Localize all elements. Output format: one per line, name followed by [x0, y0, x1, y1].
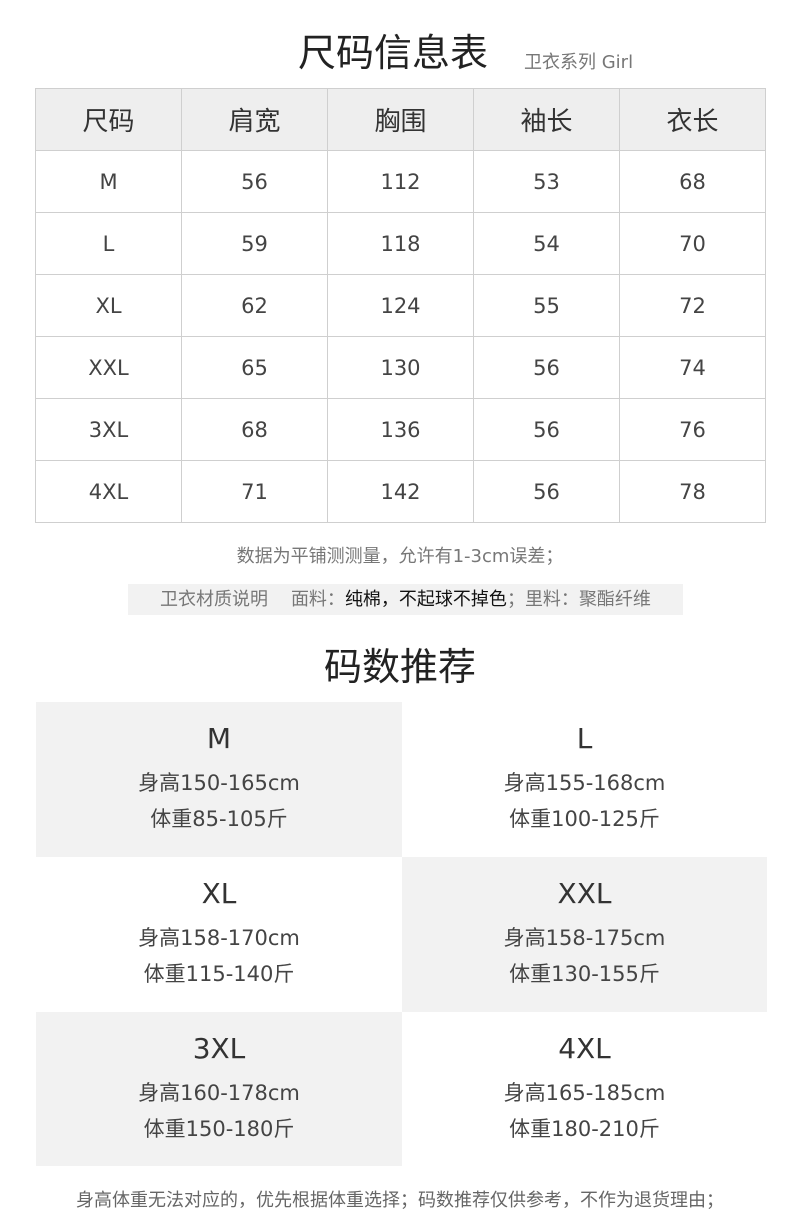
table-cell: 68: [619, 150, 766, 213]
recommend-size: XXL: [557, 877, 612, 910]
table-cell: 54: [473, 212, 620, 275]
recommend-weight: 体重85-105斤: [150, 807, 288, 831]
recommend-card: M 身高150-165cm 体重85-105斤: [36, 702, 402, 857]
table-cell: 3XL: [35, 398, 182, 461]
material-info: 卫衣材质说明 面料：纯棉，不起球不掉色；里料：聚酯纤维: [128, 584, 683, 615]
table-cell: 4XL: [35, 460, 182, 523]
table-cell: 124: [327, 274, 474, 337]
recommend-title: 码数推荐: [323, 645, 476, 689]
separator: ；: [506, 589, 525, 610]
recommend-card: XXL 身高158-175cm 体重130-155斤: [402, 857, 767, 1012]
table-row: L 59 118 54 70: [35, 212, 766, 275]
recommend-card: XL 身高158-170cm 体重115-140斤: [36, 857, 402, 1012]
size-table: 尺码 肩宽 胸围 袖长 衣长 M 56 112 53 68 L 59 118 54 70 XL 62 124 55…: [35, 88, 766, 523]
table-cell: 130: [327, 336, 474, 399]
fabric-value: 纯棉，不起球不掉色: [344, 589, 507, 610]
lining-value: 聚酯纤维: [578, 589, 651, 610]
recommend-weight: 体重180-210斤: [509, 1116, 660, 1141]
table-cell: 55: [473, 274, 620, 337]
material-label: 卫衣材质说明: [160, 589, 269, 610]
table-cell: 68: [181, 398, 328, 461]
column-header: 肩宽: [181, 88, 328, 151]
column-header: 袖长: [473, 88, 620, 151]
recommend-weight: 体重115-140斤: [143, 962, 295, 986]
table-cell: XXL: [35, 336, 182, 399]
column-header: 胸围: [327, 88, 474, 151]
table-cell: 76: [619, 398, 766, 461]
recommend-height: 身高160-178cm: [138, 1080, 300, 1105]
recommend-height: 身高158-170cm: [138, 926, 300, 950]
recommend-size: 3XL: [192, 1031, 246, 1065]
recommend-height: 身高165-185cm: [503, 1080, 666, 1105]
table-cell: 56: [473, 398, 620, 461]
table-cell: M: [35, 150, 182, 213]
recommend-card: 4XL 身高165-185cm 体重180-210斤: [402, 1012, 767, 1166]
fabric-label: 面料：: [290, 589, 345, 610]
table-cell: 53: [473, 150, 620, 213]
table-cell: L: [35, 212, 182, 275]
column-header: 衣长: [619, 88, 766, 151]
table-row: 3XL 68 136 56 76: [35, 398, 766, 461]
table-cell: 142: [327, 460, 474, 523]
title-main: 尺码信息表: [298, 31, 489, 75]
column-header: 尺码: [35, 88, 182, 151]
recommend-size: XL: [201, 877, 237, 910]
table-row: XXL 65 130 56 74: [35, 336, 766, 399]
footer-note: 身高体重无法对应的，优先根据体重选择；码数推荐仅供参考，不作为退货理由；: [76, 1190, 724, 1211]
table-header-row: 尺码 肩宽 胸围 袖长 衣长: [35, 88, 766, 151]
recommend-height: 身高155-168cm: [503, 771, 666, 795]
recommend-height: 身高150-165cm: [138, 771, 300, 795]
table-cell: XL: [35, 274, 182, 337]
table-cell: 62: [181, 274, 328, 337]
recommend-size: M: [206, 722, 232, 755]
table-cell: 71: [181, 460, 328, 523]
recommend-weight: 体重150-180斤: [143, 1116, 295, 1141]
lining-label: 里料：: [524, 589, 579, 610]
table-cell: 70: [619, 212, 766, 275]
page-title: 尺码信息表 卫衣系列 Girl: [0, 22, 800, 75]
table-cell: 56: [181, 150, 328, 213]
table-cell: 136: [327, 398, 474, 461]
recommend-height: 身高158-175cm: [503, 926, 666, 950]
recommend-card: L 身高155-168cm 体重100-125斤: [402, 702, 767, 857]
table-cell: 78: [619, 460, 766, 523]
table-cell: 56: [473, 460, 620, 523]
table-cell: 59: [181, 212, 328, 275]
title-sub: 卫衣系列 Girl: [524, 52, 634, 73]
recommend-weight: 体重130-155斤: [509, 962, 660, 986]
recommend-size: 4XL: [558, 1031, 611, 1065]
table-cell: 74: [619, 336, 766, 399]
measurement-note: 数据为平铺测测量，允许有1-3cm误差；: [236, 546, 564, 567]
table-cell: 65: [181, 336, 328, 399]
table-cell: 72: [619, 274, 766, 337]
recommend-weight: 体重100-125斤: [509, 807, 660, 831]
recommend-size: L: [576, 722, 593, 755]
recommend-card: 3XL 身高160-178cm 体重150-180斤: [36, 1012, 402, 1166]
table-cell: 112: [327, 150, 474, 213]
table-row: 4XL 71 142 56 78: [35, 460, 766, 523]
table-row: XL 62 124 55 72: [35, 274, 766, 337]
table-cell: 118: [327, 212, 474, 275]
recommend-grid: M 身高150-165cm 体重85-105斤 L 身高155-168cm 体重100-1…: [36, 702, 767, 1166]
table-cell: 56: [473, 336, 620, 399]
table-row: M 56 112 53 68: [35, 150, 766, 213]
